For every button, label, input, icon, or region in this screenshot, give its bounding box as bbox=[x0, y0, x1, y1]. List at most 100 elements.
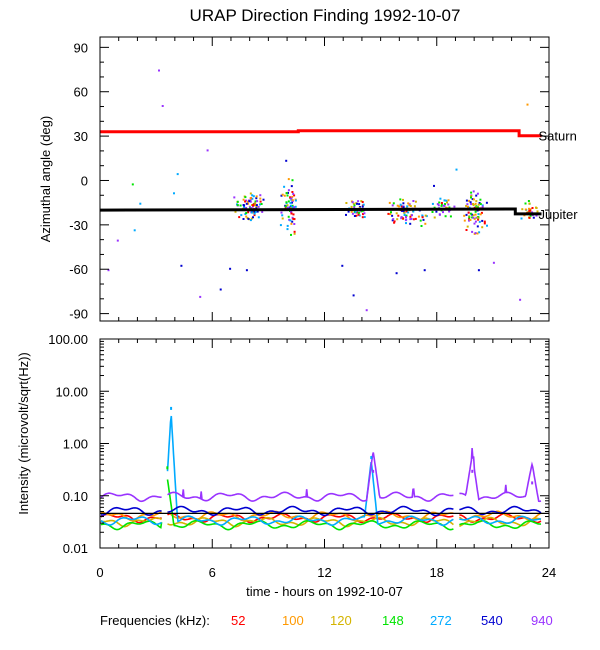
azimuth-point bbox=[362, 203, 365, 206]
azimuth-point bbox=[251, 197, 254, 200]
azimuth-point bbox=[433, 184, 435, 187]
azimuth-point bbox=[411, 214, 413, 217]
azimuth-point bbox=[520, 217, 523, 220]
azimuth-point bbox=[255, 205, 258, 208]
legend-item-540: 540 bbox=[481, 613, 503, 628]
azimuth-point bbox=[387, 212, 390, 215]
azimuth-point bbox=[397, 214, 400, 217]
azimuth-point bbox=[352, 294, 355, 297]
azimuth-point bbox=[291, 179, 294, 182]
azimuth-point bbox=[388, 201, 391, 204]
azimuth-point bbox=[446, 201, 448, 204]
azimuth-point bbox=[287, 178, 290, 181]
azimuth-point bbox=[529, 214, 532, 217]
azimuth-point bbox=[424, 214, 427, 217]
azimuth-point bbox=[398, 205, 400, 208]
azimuth-point bbox=[483, 220, 486, 223]
azimuth-point bbox=[527, 200, 530, 202]
azimuth-point bbox=[248, 205, 251, 208]
azimuth-point bbox=[390, 211, 392, 214]
azimuth-point bbox=[289, 219, 292, 222]
azimuth-point bbox=[442, 211, 444, 214]
azimuth-point bbox=[290, 210, 293, 213]
azimuth-point bbox=[437, 204, 440, 207]
azimuth-point bbox=[448, 210, 451, 213]
azimuth-point bbox=[395, 272, 398, 275]
azimuth-point bbox=[535, 207, 538, 209]
azimuth-point bbox=[356, 210, 359, 213]
azimuth-point bbox=[470, 203, 473, 206]
azimuth-point bbox=[469, 201, 472, 204]
x-tick-label: 12 bbox=[317, 565, 331, 580]
azimuth-point bbox=[245, 215, 248, 218]
intensity-spike bbox=[166, 466, 169, 470]
azimuth-point bbox=[353, 206, 356, 209]
azimuth-point bbox=[363, 212, 366, 215]
azimuth-point bbox=[289, 204, 292, 207]
azimuth-point bbox=[479, 213, 482, 216]
azimuth-point bbox=[290, 212, 293, 215]
azimuth-point bbox=[526, 103, 529, 106]
azimuth-point bbox=[463, 214, 466, 217]
azimuth-point bbox=[252, 205, 254, 208]
azimuth-point bbox=[529, 209, 532, 212]
azimuth-point bbox=[133, 229, 136, 232]
azimuth-point bbox=[477, 269, 480, 272]
azimuth-point bbox=[352, 202, 355, 205]
azimuth-point bbox=[402, 210, 405, 213]
azimuth-point bbox=[255, 195, 258, 198]
legend-label: Frequencies (kHz): bbox=[100, 613, 210, 628]
azimuth-point bbox=[341, 264, 344, 267]
azimuth-tick-label: -90 bbox=[69, 307, 88, 322]
azimuth-point bbox=[481, 226, 484, 229]
azimuth-point bbox=[472, 203, 474, 205]
azimuth-point bbox=[483, 222, 486, 225]
azimuth-point bbox=[280, 194, 283, 197]
azimuth-point bbox=[407, 211, 410, 214]
azimuth-point bbox=[180, 264, 183, 267]
azimuth-point bbox=[433, 206, 436, 209]
azimuth-point bbox=[361, 205, 364, 208]
azimuth-point bbox=[465, 229, 468, 231]
azimuth-point bbox=[393, 221, 396, 224]
azimuth-point bbox=[471, 230, 474, 233]
azimuth-point bbox=[286, 204, 289, 207]
azimuth-point bbox=[245, 212, 248, 214]
azimuth-point bbox=[402, 217, 405, 220]
azimuth-point bbox=[475, 200, 478, 203]
azimuth-point bbox=[425, 215, 428, 218]
azimuth-point bbox=[448, 206, 451, 209]
azimuth-point bbox=[395, 212, 398, 215]
azimuth-point bbox=[519, 298, 522, 301]
azimuth-point bbox=[453, 205, 456, 208]
azimuth-point bbox=[524, 208, 527, 211]
azimuth-point bbox=[406, 205, 409, 208]
azimuth-point bbox=[253, 211, 255, 214]
azimuth-point bbox=[391, 204, 394, 207]
azimuth-point bbox=[233, 196, 236, 199]
azimuth-point bbox=[290, 185, 293, 188]
azimuth-point bbox=[365, 309, 368, 312]
azimuth-point bbox=[447, 203, 450, 206]
azimuth-point bbox=[472, 198, 475, 201]
azimuth-point bbox=[465, 213, 468, 216]
azimuth-tick-label: 0 bbox=[81, 173, 88, 188]
azimuth-point bbox=[253, 214, 256, 217]
azimuth-point bbox=[475, 216, 478, 219]
azimuth-point bbox=[289, 196, 292, 199]
azimuth-point bbox=[285, 192, 288, 195]
azimuth-point bbox=[402, 206, 405, 209]
azimuth-point bbox=[247, 200, 249, 203]
azimuth-point bbox=[481, 219, 484, 222]
azimuth-point bbox=[408, 204, 411, 207]
azimuth-point bbox=[236, 200, 239, 203]
azimuth-point bbox=[254, 200, 257, 203]
azimuth-point bbox=[361, 201, 364, 203]
azimuth-point bbox=[401, 209, 403, 212]
azimuth-axes: 90 60 30 0 -30 -60 -90 bbox=[69, 36, 550, 322]
azimuth-point bbox=[289, 206, 292, 209]
intensity-tick-label: 0.01 bbox=[63, 541, 88, 556]
azimuth-point bbox=[470, 195, 473, 198]
azimuth-point bbox=[139, 202, 142, 205]
